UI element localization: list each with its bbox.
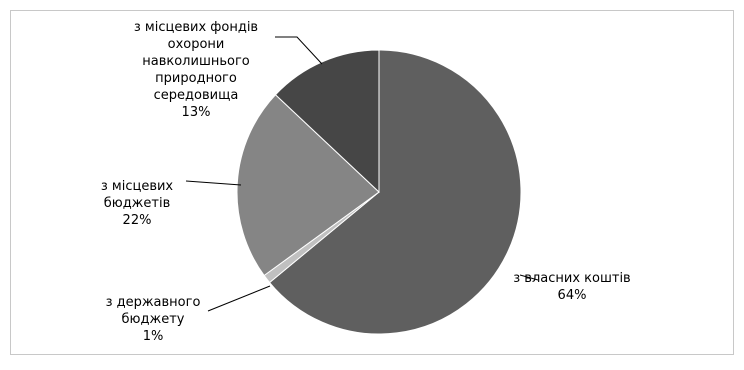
data-label-text: з місцевих xyxy=(101,179,174,194)
leader-lines xyxy=(185,36,539,312)
leader-line xyxy=(207,285,271,312)
data-label-text: навколишнього xyxy=(142,54,250,69)
data-label: з місцевих бюджетів 22% xyxy=(101,179,174,228)
data-label-value: 13% xyxy=(182,105,211,120)
data-label-text: з власних коштів xyxy=(513,271,630,286)
data-label-text: бюджету xyxy=(122,312,185,327)
pie-slice xyxy=(268,49,522,335)
leader-line xyxy=(519,274,539,281)
data-label-value: 1% xyxy=(143,329,164,344)
data-labels: з власних коштів 64% з державного бюджету 1%… xyxy=(101,20,631,344)
data-label-text: середовища xyxy=(154,88,239,103)
data-label-text: природного xyxy=(155,71,237,86)
leader-line xyxy=(185,180,242,186)
data-label: з власних коштів 64% xyxy=(513,271,630,303)
data-label-value: 22% xyxy=(123,213,152,228)
pie-slice xyxy=(274,49,380,194)
pie-slice xyxy=(236,94,380,277)
data-label-text: охорони xyxy=(168,37,225,52)
leader-line xyxy=(275,36,323,65)
data-label-text: бюджетів xyxy=(104,196,171,211)
data-label-value: 64% xyxy=(558,288,587,303)
data-label: з державного бюджету 1% xyxy=(106,295,201,344)
data-label: з місцевих фондів охорони навколишнього при… xyxy=(134,20,258,120)
pie-slices xyxy=(236,49,522,335)
data-label-text: з місцевих фондів xyxy=(134,20,258,35)
data-label-text: з державного xyxy=(106,295,201,310)
